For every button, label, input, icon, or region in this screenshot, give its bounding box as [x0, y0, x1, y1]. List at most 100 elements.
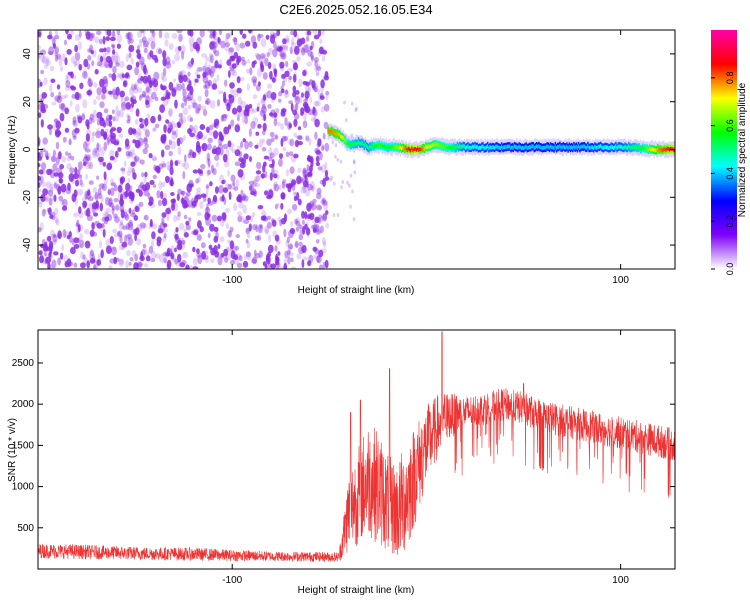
noise-speckle	[38, 55, 41, 60]
noise-speckle	[85, 31, 91, 40]
noise-speckle	[80, 262, 86, 269]
noise-speckle	[80, 251, 84, 260]
ridge-peak	[534, 145, 537, 150]
ridge-peak	[348, 141, 350, 146]
noise-speckle	[187, 30, 192, 36]
ridge-peak	[570, 145, 573, 149]
noise-speckle	[115, 86, 120, 96]
noise-speckle	[185, 224, 191, 231]
noise-speckle	[244, 116, 248, 125]
noise-speckle	[109, 187, 115, 196]
noise-speckle	[314, 66, 318, 72]
noise-speckle	[320, 106, 326, 113]
ridge-peak	[457, 145, 460, 150]
noise-speckle	[55, 141, 60, 150]
noise-speckle	[196, 74, 201, 79]
noise-speckle	[252, 224, 257, 231]
noise-speckle	[305, 81, 311, 87]
ridge-peak	[603, 145, 605, 150]
colorbar-ticks: 0.00.20.40.60.8	[711, 72, 735, 275]
noise-speckle	[78, 174, 83, 179]
noise-speckle	[43, 77, 48, 86]
snr-series-line	[38, 331, 675, 563]
noise-speckle	[307, 260, 312, 267]
noise-speckle	[284, 116, 288, 127]
noise-speckle	[260, 38, 267, 48]
noise-speckle	[95, 130, 102, 139]
noise-speckle	[196, 140, 200, 150]
noise-speckle	[302, 219, 305, 225]
ridge-peak	[498, 145, 501, 150]
noise-speckle	[143, 64, 147, 75]
noise-speckle	[53, 35, 57, 43]
noise-speckle	[300, 186, 307, 194]
noise-speckle	[235, 42, 240, 52]
noise-speckle	[217, 90, 224, 95]
noise-speckle	[272, 32, 278, 39]
noise-speckle	[302, 169, 308, 178]
noise-speckle	[90, 32, 95, 39]
noise-speckle	[273, 147, 279, 156]
ridge-peak	[442, 145, 445, 150]
ridge-peak	[584, 145, 587, 150]
noise-speckle	[289, 178, 295, 186]
ridge-peak	[502, 146, 504, 150]
ridge-peak	[412, 148, 414, 153]
noise-speckle	[113, 213, 118, 219]
noise-speckle	[223, 197, 227, 206]
noise-speckle	[263, 225, 270, 234]
ridge-peak	[340, 134, 342, 139]
noise-speckle	[267, 244, 274, 254]
noise-speckle	[175, 128, 179, 138]
noise-speckle	[163, 223, 168, 228]
noise-speckle	[221, 212, 227, 221]
ridge-peak	[652, 147, 654, 152]
spectrogram-marks	[38, 30, 675, 269]
noise-speckle	[318, 46, 324, 55]
noise-speckle	[315, 161, 321, 167]
noise-speckle	[116, 30, 121, 36]
ridge-peak	[358, 141, 361, 146]
noise-speckle	[217, 215, 222, 222]
ridge-peak	[518, 144, 520, 149]
ridge-peak	[422, 146, 425, 150]
noise-speckle	[116, 55, 121, 65]
noise-speckle	[269, 172, 273, 181]
noise-speckle	[187, 152, 191, 159]
noise-speckle	[314, 118, 320, 128]
noise-speckle	[77, 243, 83, 248]
ridge-peak	[525, 144, 527, 149]
noise-speckle	[320, 215, 324, 221]
noise-speckle	[62, 205, 68, 211]
noise-speckle	[288, 122, 292, 129]
ridge-peak	[582, 144, 584, 149]
ridge-peak	[519, 145, 521, 150]
noise-speckle	[325, 90, 330, 96]
noise-speckle	[316, 254, 320, 263]
noise-speckle	[295, 90, 300, 95]
ridge-peak	[569, 145, 572, 150]
noise-speckle	[104, 128, 109, 133]
ridge-peak	[529, 145, 531, 149]
noise-speckle	[170, 244, 175, 253]
ridge-peak	[512, 145, 514, 150]
ridge-peak	[575, 144, 577, 149]
noise-speckle	[126, 170, 131, 176]
noise-speckle	[115, 55, 119, 65]
noise-speckle	[52, 149, 57, 157]
noise-speckle	[303, 98, 308, 103]
noise-speckle	[238, 255, 243, 262]
noise-speckle	[117, 230, 123, 238]
noise-speckle	[310, 202, 317, 211]
noise-speckle	[233, 51, 239, 59]
noise-speckle	[136, 157, 142, 163]
x-tick-label: 100	[612, 575, 629, 586]
noise-speckle	[111, 53, 116, 61]
noise-speckle	[74, 34, 81, 41]
noise-speckle	[216, 74, 220, 82]
noise-speckle	[320, 84, 324, 93]
noise-speckle	[147, 192, 151, 200]
noise-speckle	[87, 155, 91, 162]
noise-speckle	[126, 113, 130, 119]
noise-speckle	[89, 33, 95, 42]
